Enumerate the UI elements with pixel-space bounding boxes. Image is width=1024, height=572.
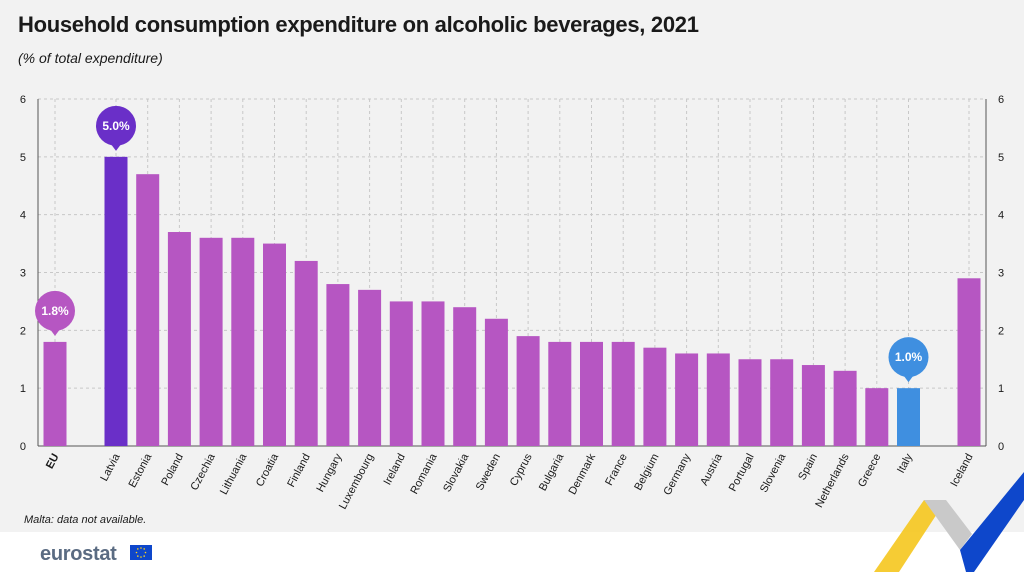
bar-italy	[897, 388, 920, 446]
data-label: 1.0%	[895, 350, 923, 364]
bar-finland	[294, 260, 318, 446]
bar-latvia	[104, 156, 128, 447]
bar-belgium	[643, 347, 667, 446]
callout-pointer	[110, 142, 122, 151]
x-tick-label: Germany	[661, 451, 693, 497]
x-tick-label: Denmark	[567, 451, 599, 496]
x-tick-label: Cyprus	[508, 451, 535, 488]
bar-hungary	[326, 284, 350, 446]
x-tick-label: Hungary	[314, 451, 344, 494]
x-tick-label: Croatia	[254, 451, 282, 489]
bar-germany	[675, 353, 699, 446]
x-tick-label: Slovenia	[758, 451, 789, 495]
footer-bar	[0, 532, 1024, 572]
footnote: Malta: data not available.	[24, 514, 147, 526]
bar-greece	[865, 388, 889, 446]
bar-poland	[167, 232, 191, 446]
y-tick-label-left: 5	[20, 152, 26, 164]
bar-cyprus	[516, 336, 540, 446]
bar-czechia	[199, 237, 223, 446]
bar-ireland	[389, 301, 413, 446]
y-tick-label-right: 5	[998, 152, 1004, 164]
y-tick-label-right: 1	[998, 383, 1004, 395]
y-tick-label-right: 2	[998, 325, 1004, 337]
x-tick-label: Bulgaria	[537, 451, 567, 493]
bar-netherlands	[833, 370, 857, 446]
bar-estonia	[136, 174, 160, 446]
x-tick-label: Poland	[159, 452, 186, 488]
bar-sweden	[484, 318, 508, 446]
y-tick-label-left: 2	[20, 325, 26, 337]
x-tick-label: Romania	[408, 451, 440, 496]
eurostat-logo: eurostat	[40, 543, 117, 565]
y-tick-label-right: 4	[998, 210, 1004, 222]
x-tick-label: Netherlands	[813, 451, 852, 509]
callout-bubble	[888, 337, 929, 378]
x-tick-label: Portugal	[727, 452, 757, 494]
callout-pointer	[902, 374, 915, 383]
y-tick-label-left: 3	[20, 268, 26, 280]
data-label: 5.0%	[102, 119, 130, 133]
y-tick-label-right: 0	[998, 441, 1004, 453]
eu-flag-icon	[130, 545, 152, 560]
data-label: 1.8%	[41, 304, 69, 318]
y-tick-label-left: 0	[20, 441, 26, 453]
x-tick-label: France	[603, 452, 630, 488]
x-tick-label: Spain	[796, 452, 820, 482]
callout-bubble	[35, 290, 75, 331]
bar-austria	[706, 353, 730, 446]
bar-eu	[43, 341, 67, 446]
bar-slovenia	[770, 359, 794, 446]
bar-france	[611, 341, 635, 446]
y-tick-label-right: 3	[998, 268, 1004, 280]
bar-bulgaria	[548, 341, 572, 446]
x-tick-label: Belgium	[632, 452, 661, 493]
bar-spain	[801, 365, 825, 446]
bar-slovakia	[453, 307, 477, 446]
x-tick-label: Latvia	[98, 451, 123, 483]
x-tick-label: Lithuania	[218, 451, 250, 497]
callout-bubble	[96, 105, 136, 146]
y-tick-label-left: 1	[20, 383, 26, 395]
bar-luxembourg	[358, 289, 382, 446]
bar-iceland	[957, 278, 981, 446]
y-tick-label-left: 4	[20, 210, 26, 222]
bar-chart: 0 0 1 1 2 2 3 3 4 4 5 5 6 6 EU Latvia Estonia Poland Czech…	[20, 94, 1004, 512]
x-tick-label: Ireland	[382, 452, 408, 487]
x-tick-label: Luxembourg	[337, 452, 376, 512]
chart-subtitle: (% of total expenditure)	[18, 50, 163, 66]
x-tick-label: Sweden	[474, 452, 503, 493]
bar-lithuania	[231, 237, 255, 446]
bar-romania	[421, 301, 445, 446]
bar-croatia	[263, 243, 286, 446]
x-tick-label: EU	[44, 452, 62, 471]
x-tick-label: Czechia	[188, 451, 218, 493]
chart-title: Household consumption expenditure on alc…	[18, 12, 699, 37]
x-tick-label: Austria	[698, 451, 725, 488]
x-tick-label: Finland	[285, 452, 313, 489]
bar-denmark	[580, 341, 603, 446]
x-tick-label: Slovakia	[441, 451, 472, 494]
y-tick-label-left: 6	[20, 94, 26, 106]
bar-portugal	[738, 359, 762, 446]
decorative-corner-icon	[874, 472, 1024, 572]
x-tick-label: Estonia	[127, 451, 155, 490]
callout-pointer	[49, 327, 61, 336]
y-tick-label-right: 6	[998, 94, 1004, 106]
